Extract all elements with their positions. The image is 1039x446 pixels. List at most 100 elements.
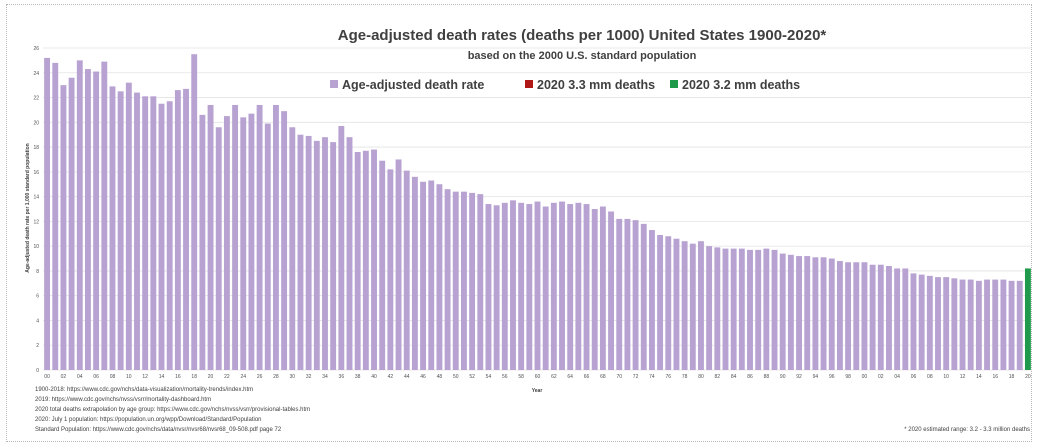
bar bbox=[518, 202, 525, 370]
bar bbox=[52, 62, 59, 371]
bar bbox=[420, 181, 427, 370]
bar bbox=[779, 253, 786, 370]
y-tick-label: 8 bbox=[36, 269, 39, 275]
x-axis-ticks: 00 02 04 06 08 10 12 14 16 18 20 22 24 26 28 30 32 34 36 38… bbox=[44, 374, 1031, 380]
bar bbox=[526, 204, 533, 370]
bar bbox=[984, 279, 990, 370]
bar bbox=[967, 279, 974, 370]
bar bbox=[297, 134, 304, 370]
y-tick-label: 6 bbox=[36, 294, 39, 300]
x-tick-label: 08 bbox=[927, 374, 933, 380]
x-tick-label: 68 bbox=[600, 374, 606, 380]
bar bbox=[444, 189, 451, 370]
x-tick-label: 92 bbox=[796, 374, 802, 380]
legend: Age-adjusted death rate 2020 3.3 mm deat… bbox=[330, 78, 800, 92]
source-line: 2020 total deaths extrapolation by age g… bbox=[35, 407, 310, 413]
bar bbox=[730, 248, 737, 370]
bar bbox=[134, 92, 140, 370]
bar bbox=[117, 91, 124, 370]
bar bbox=[485, 204, 492, 370]
bar bbox=[657, 235, 664, 370]
bar bbox=[76, 60, 83, 370]
x-tick-label: 50 bbox=[453, 374, 459, 380]
bar bbox=[215, 127, 222, 370]
x-tick-label: 86 bbox=[747, 374, 753, 380]
bar bbox=[1008, 280, 1015, 370]
bar bbox=[125, 82, 132, 371]
bar bbox=[1000, 279, 1007, 370]
x-tick-label: 14 bbox=[159, 374, 165, 380]
bar bbox=[248, 113, 255, 370]
x-tick-label: 18 bbox=[191, 374, 197, 380]
y-tick-label: 22 bbox=[33, 96, 39, 102]
x-tick-label: 10 bbox=[943, 374, 949, 380]
x-tick-label: 12 bbox=[960, 374, 966, 380]
bar bbox=[918, 274, 925, 370]
bar bbox=[714, 247, 721, 370]
bar bbox=[44, 57, 51, 370]
x-tick-label: 60 bbox=[535, 374, 541, 380]
x-tick-label: 20 bbox=[1025, 374, 1031, 380]
x-tick-label: 44 bbox=[404, 374, 410, 380]
x-tick-label: 14 bbox=[976, 374, 982, 380]
bar bbox=[894, 268, 901, 370]
bar bbox=[706, 246, 713, 370]
x-tick-label: 00 bbox=[862, 374, 868, 380]
x-tick-label: 36 bbox=[339, 374, 345, 380]
bar bbox=[1016, 280, 1023, 370]
x-tick-label: 22 bbox=[224, 374, 230, 380]
x-axis-label: Year bbox=[532, 388, 543, 394]
bar bbox=[869, 264, 876, 370]
x-tick-label: 30 bbox=[290, 374, 296, 380]
bar bbox=[796, 256, 802, 370]
bar bbox=[354, 152, 361, 370]
bar bbox=[951, 278, 958, 370]
bar bbox=[469, 192, 476, 370]
bar bbox=[624, 218, 631, 370]
bar bbox=[305, 135, 312, 370]
bar bbox=[910, 273, 917, 370]
x-tick-label: 02 bbox=[61, 374, 67, 380]
bar bbox=[150, 96, 157, 371]
bar bbox=[183, 88, 189, 371]
x-tick-label: 28 bbox=[273, 374, 279, 380]
bar bbox=[665, 236, 672, 370]
y-tick-label: 26 bbox=[33, 46, 39, 52]
x-tick-label: 10 bbox=[126, 374, 132, 380]
bar bbox=[142, 96, 149, 371]
y-tick-label: 20 bbox=[33, 120, 39, 126]
legend-label-death-rate: Age-adjusted death rate bbox=[342, 78, 484, 92]
bar bbox=[85, 69, 91, 371]
y-tick-label: 0 bbox=[36, 368, 39, 374]
bar bbox=[559, 201, 565, 370]
bar bbox=[943, 277, 950, 370]
bar bbox=[403, 170, 410, 370]
x-tick-label: 38 bbox=[355, 374, 361, 380]
footnote: * 2020 estimated range: 3.2 - 3.3 millio… bbox=[904, 427, 1030, 433]
y-axis-label: Age-adjusted death rate per 1,000 standa… bbox=[25, 143, 31, 272]
bar bbox=[362, 150, 369, 370]
bar bbox=[93, 71, 100, 370]
x-tick-label: 98 bbox=[845, 374, 851, 380]
source-line: 1900-2018: https://www.cdc.gov/nchs/data… bbox=[35, 387, 253, 393]
bar bbox=[330, 142, 337, 370]
bar bbox=[240, 117, 247, 370]
bar bbox=[371, 149, 377, 370]
bar bbox=[616, 218, 623, 370]
bar bbox=[452, 191, 459, 370]
x-tick-label: 12 bbox=[142, 374, 148, 380]
source-line: 2019: https://www.cdc.gov/nchs/nvss/vsrr… bbox=[35, 397, 211, 403]
x-tick-label: 66 bbox=[584, 374, 590, 380]
bar bbox=[812, 257, 819, 370]
bar bbox=[436, 184, 443, 370]
bar bbox=[591, 209, 598, 370]
bar bbox=[346, 137, 353, 370]
x-tick-label: 84 bbox=[731, 374, 737, 380]
y-tick-label: 4 bbox=[36, 318, 39, 324]
x-tick-label: 76 bbox=[665, 374, 671, 380]
bar bbox=[567, 204, 574, 370]
bar bbox=[387, 169, 394, 370]
x-tick-label: 20 bbox=[208, 374, 214, 380]
bar bbox=[926, 275, 933, 370]
